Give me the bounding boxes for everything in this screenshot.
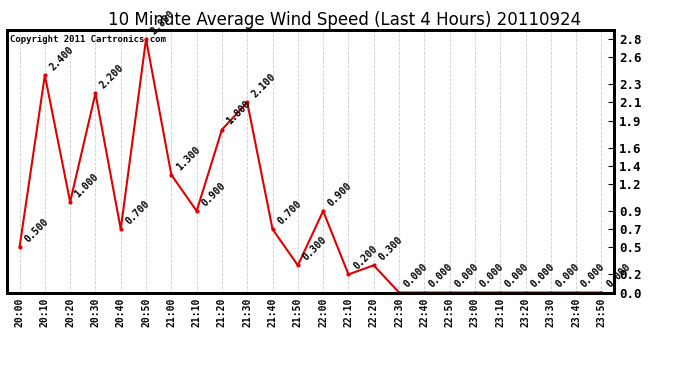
Text: 0.900: 0.900	[326, 180, 354, 208]
Text: 0.200: 0.200	[351, 244, 379, 272]
Text: 0.000: 0.000	[529, 262, 556, 290]
Text: 10 Minute Average Wind Speed (Last 4 Hours) 20110924: 10 Minute Average Wind Speed (Last 4 Hou…	[108, 11, 582, 29]
Text: Copyright 2011 Cartronics.com: Copyright 2011 Cartronics.com	[10, 35, 166, 44]
Text: 0.700: 0.700	[124, 198, 151, 226]
Text: 2.200: 2.200	[98, 63, 126, 91]
Text: 0.000: 0.000	[503, 262, 531, 290]
Text: 0.300: 0.300	[377, 235, 404, 262]
Text: 0.000: 0.000	[427, 262, 455, 290]
Text: 0.000: 0.000	[477, 262, 506, 290]
Text: 0.500: 0.500	[22, 217, 50, 244]
Text: 1.000: 1.000	[73, 171, 101, 199]
Text: 2.800: 2.800	[149, 8, 177, 36]
Text: 0.000: 0.000	[604, 262, 632, 290]
Text: 0.300: 0.300	[301, 235, 328, 262]
Text: 2.400: 2.400	[48, 45, 75, 72]
Text: 1.300: 1.300	[174, 144, 202, 172]
Text: 0.000: 0.000	[579, 262, 607, 290]
Text: 0.000: 0.000	[402, 262, 430, 290]
Text: 0.900: 0.900	[199, 180, 227, 208]
Text: 0.700: 0.700	[275, 198, 303, 226]
Text: 2.100: 2.100	[250, 72, 278, 100]
Text: 0.000: 0.000	[453, 262, 480, 290]
Text: 1.800: 1.800	[225, 99, 253, 127]
Text: 0.000: 0.000	[553, 262, 582, 290]
